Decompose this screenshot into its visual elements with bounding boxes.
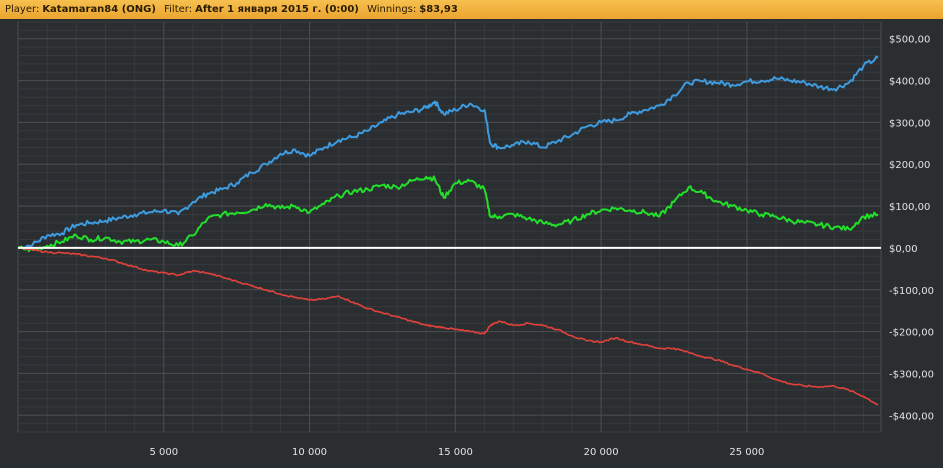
x-tick-label: 10 000 <box>292 447 327 458</box>
filter-value: After 1 января 2015 г. (0:00) <box>195 4 359 15</box>
y-tick-label: $100,00 <box>889 202 930 213</box>
x-tick-label: 20 000 <box>584 447 619 458</box>
x-tick-label: 25 000 <box>729 447 764 458</box>
player-label: Player: <box>5 4 40 15</box>
chart-header: Player: Katamaran84 (ONG) Filter: After 1 … <box>0 0 943 19</box>
y-tick-label: $500,00 <box>889 35 930 46</box>
y-tick-label: $0,00 <box>889 244 918 255</box>
x-tick-label: 5 000 <box>149 447 178 458</box>
y-tick-label: $300,00 <box>889 118 930 129</box>
y-tick-label: -$400,00 <box>889 411 934 422</box>
green-series-line <box>17 175 879 253</box>
y-tick-label: $200,00 <box>889 160 930 171</box>
winnings-label: Winnings: <box>367 4 417 15</box>
y-tick-label: -$200,00 <box>889 328 934 339</box>
filter-label: Filter: <box>164 4 193 15</box>
x-tick-label: 15 000 <box>438 447 473 458</box>
winnings-graph: $500,00 $400,00 $300,00 $200,00 $100,00 $0,00… <box>17 21 934 458</box>
plot-area <box>17 21 882 433</box>
player-value: Katamaran84 (ONG) <box>42 4 156 15</box>
y-tick-label: -$100,00 <box>889 286 934 297</box>
y-tick-label: -$300,00 <box>889 369 934 380</box>
y-tick-label: $400,00 <box>889 77 930 88</box>
winnings-value: $83,93 <box>419 4 458 15</box>
red-series-line <box>17 247 879 406</box>
blue-series-line <box>17 55 879 250</box>
